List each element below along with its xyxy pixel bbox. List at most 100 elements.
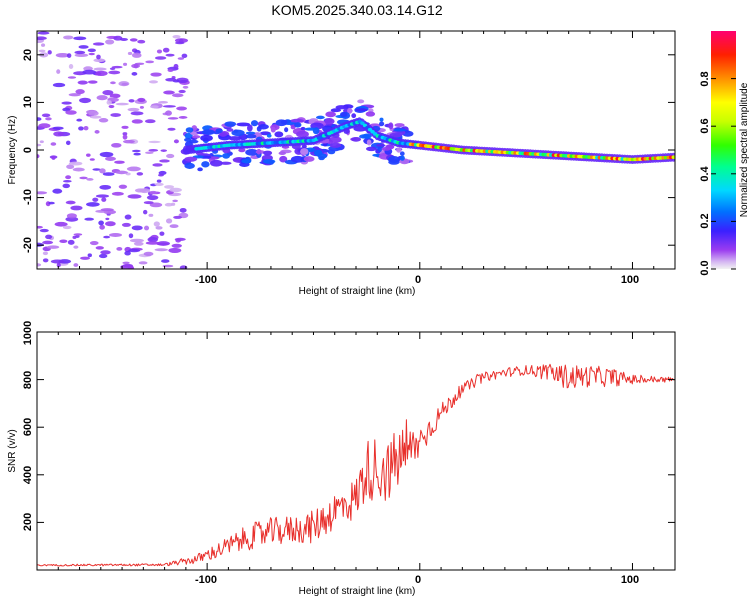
heatmap-cell (127, 107, 140, 112)
heatmap-cell (304, 127, 317, 131)
heatmap-cell (73, 233, 83, 236)
heatmap-cell (226, 128, 234, 132)
colorbar-tick-label: 0.8 (699, 71, 711, 86)
heatmap-cell (200, 134, 213, 142)
heatmap-cell (78, 45, 89, 49)
heatmap-cell (170, 202, 176, 206)
heatmap-cell (63, 35, 74, 40)
heatmap-cell (134, 188, 147, 193)
heatmap-cell (37, 117, 42, 121)
heatmap-cell (396, 147, 402, 153)
heatmap-cell (325, 111, 336, 118)
heatmap-cell (99, 184, 112, 190)
bottom-y-tick-label: 600 (22, 418, 34, 436)
heatmap-cell (103, 235, 111, 239)
heatmap-cell (42, 251, 49, 256)
heatmap-cell (110, 81, 116, 85)
heatmap-cell (130, 111, 144, 116)
heatmap-cell (127, 194, 142, 199)
heatmap-cell (122, 139, 135, 144)
heatmap-cell (63, 179, 72, 183)
heatmap-cell (67, 76, 77, 79)
heatmap-cell (128, 233, 134, 239)
heatmap-cell (146, 195, 159, 201)
heatmap-cell (176, 106, 188, 111)
heatmap-cell (39, 228, 49, 233)
heatmap-cell (37, 191, 48, 195)
heatmap-cell (84, 217, 95, 221)
heatmap-cell (94, 130, 100, 134)
heatmap-cell (256, 148, 262, 155)
heatmap-cell (159, 159, 170, 163)
heatmap-cell (167, 127, 176, 131)
heatmap-cell (65, 175, 72, 180)
colorbar-gradient (711, 31, 736, 269)
heatmap-cell (175, 41, 185, 45)
heatmap-cell (290, 118, 304, 123)
heatmap-cell (73, 245, 79, 249)
heatmap-cell (55, 52, 70, 58)
heatmap-cell (143, 225, 150, 231)
heatmap-cell (154, 182, 164, 186)
heatmap-cell (83, 126, 89, 131)
heatmap-cell (245, 134, 257, 139)
heatmap-cell (347, 107, 353, 114)
spectrogram-heatmap (37, 31, 675, 269)
heatmap-cell (220, 161, 232, 165)
heatmap-cell (145, 151, 154, 154)
top-x-tick-label: 0 (415, 274, 421, 286)
heatmap-cell (37, 263, 42, 267)
heatmap-cell (133, 241, 144, 246)
heatmap-cell (258, 124, 269, 130)
heatmap-cell (184, 137, 192, 142)
heatmap-cell (241, 159, 252, 164)
bottom-y-tick-label: 200 (22, 513, 34, 531)
heatmap-cell (50, 259, 65, 264)
heatmap-cell (38, 123, 51, 129)
heatmap-cell (75, 235, 80, 238)
heatmap-cell (274, 131, 284, 138)
heatmap-cell (166, 153, 175, 159)
heatmap-cell (224, 121, 237, 127)
heatmap-cell (48, 201, 55, 205)
heatmap-cell (171, 93, 184, 98)
heatmap-cell (101, 197, 107, 202)
heatmap-cell (296, 130, 309, 138)
heatmap-cell (328, 136, 342, 144)
heatmap-cell (89, 115, 102, 119)
heatmap-cell (37, 31, 50, 35)
heatmap-cell (209, 159, 223, 167)
bottom-y-tick-label: 1000 (22, 321, 34, 345)
heatmap-cell (184, 132, 193, 139)
heatmap-cell (156, 179, 162, 183)
heatmap-cell (95, 246, 104, 250)
heatmap-cell (376, 143, 386, 147)
heatmap-cell (111, 142, 122, 148)
colorbar-label: Normalized spectral amplitude (739, 82, 750, 217)
heatmap-cell (178, 89, 186, 94)
heatmap-cell (158, 101, 168, 104)
heatmap-cell (66, 213, 77, 219)
heatmap-cell (109, 67, 116, 71)
heatmap-cell (379, 117, 384, 122)
heatmap-cell (38, 49, 46, 53)
heatmap-cell (111, 65, 123, 69)
top-x-tick-label: -100 (195, 274, 217, 286)
bottom-y-tick-label: 400 (22, 466, 34, 484)
heatmap-cell (87, 253, 92, 258)
heatmap-cell (284, 127, 289, 133)
heatmap-cell (263, 150, 273, 156)
heatmap-cell (179, 207, 187, 213)
heatmap-cell (175, 238, 181, 243)
top-x-axis-label: Height of straight line (km) (299, 286, 416, 297)
heatmap-cell (275, 119, 288, 127)
heatmap-cell (74, 50, 86, 55)
heatmap-cell (126, 166, 141, 172)
heatmap-cell (173, 63, 179, 70)
heatmap-cell (52, 126, 64, 130)
heatmap-cell (78, 126, 84, 131)
heatmap-cell (236, 122, 251, 127)
heatmap-cell (62, 183, 71, 189)
heatmap-cell (99, 151, 114, 158)
